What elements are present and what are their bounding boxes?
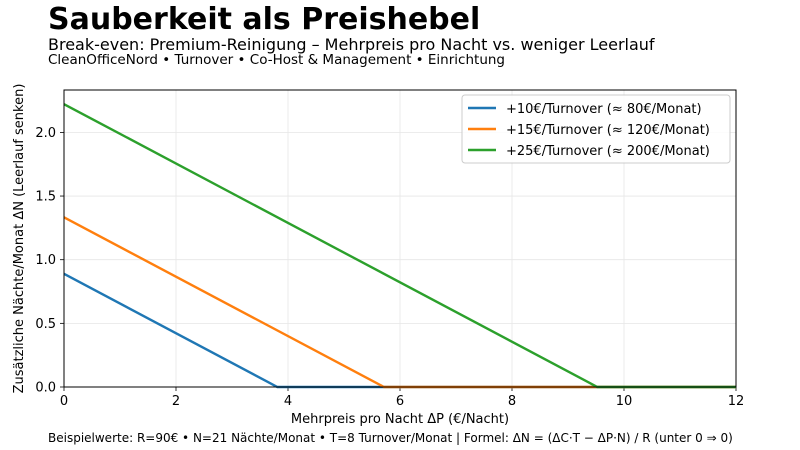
y-tick-label: 1.5 — [35, 190, 56, 205]
x-tick-label: 10 — [616, 394, 633, 409]
x-tick-label: 12 — [728, 394, 745, 409]
x-tick-label: 8 — [508, 394, 516, 409]
y-axis-label: Zusätzliche Nächte/Monat ΔN (Leerlauf se… — [12, 84, 27, 394]
y-tick-label: 0.5 — [35, 317, 56, 332]
x-tick-label: 4 — [284, 394, 292, 409]
x-tick-label: 0 — [60, 394, 68, 409]
legend-label: +25€/Turnover (≈ 200€/Monat) — [506, 144, 710, 159]
footer-note: Beispielwerte: R=90€ • N=21 Nächte/Monat… — [48, 431, 733, 445]
x-axis-label: Mehrpreis pro Nacht ΔP (€/Nacht) — [291, 412, 509, 427]
legend-label: +15€/Turnover (≈ 120€/Monat) — [506, 123, 710, 138]
y-tick-label: 0.0 — [35, 381, 56, 396]
plot-frame — [63, 89, 737, 388]
x-tick-label: 2 — [172, 394, 180, 409]
chart-subtitle: Break-even: Premium-Reinigung – Mehrprei… — [48, 35, 655, 54]
y-tick-label: 2.0 — [35, 126, 56, 141]
x-tick-label: 6 — [396, 394, 404, 409]
legend-box — [461, 94, 731, 164]
legend-label: +10€/Turnover (≈ 80€/Monat) — [506, 102, 702, 117]
chart-title: Sauberkeit als Preishebel — [48, 2, 481, 37]
chart-tagline: CleanOfficeNord • Turnover • Co-Host & M… — [48, 52, 505, 68]
y-tick-label: 1.0 — [35, 253, 56, 268]
